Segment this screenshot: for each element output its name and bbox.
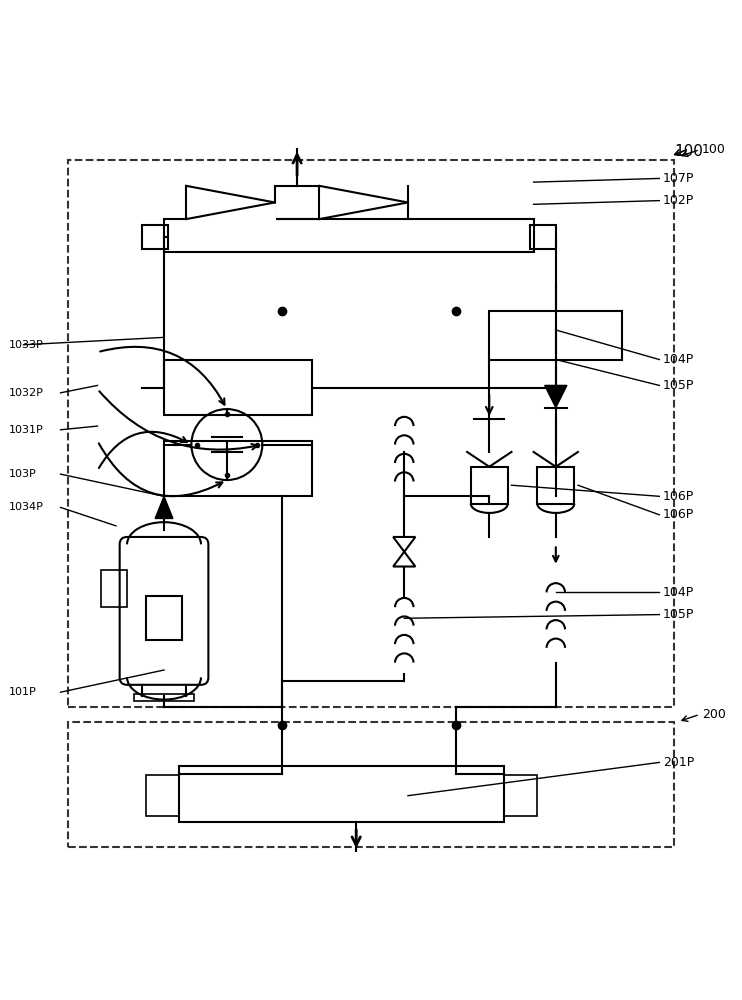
Polygon shape <box>155 496 173 518</box>
Bar <box>530 225 556 249</box>
Bar <box>145 775 179 816</box>
Bar <box>470 467 508 504</box>
Bar <box>142 225 168 249</box>
Bar <box>68 160 674 707</box>
Bar <box>504 775 537 816</box>
Text: 1034P: 1034P <box>9 502 44 512</box>
Text: 100: 100 <box>674 144 703 159</box>
Polygon shape <box>545 385 567 408</box>
Bar <box>164 441 312 496</box>
Text: 106P: 106P <box>663 490 695 503</box>
Text: 106P: 106P <box>663 508 695 521</box>
Bar <box>164 219 533 252</box>
Text: 1031P: 1031P <box>9 425 44 435</box>
Bar <box>101 570 127 607</box>
Text: 102P: 102P <box>663 194 695 207</box>
Polygon shape <box>393 552 416 567</box>
Polygon shape <box>393 537 416 552</box>
Text: 105P: 105P <box>663 608 695 621</box>
Bar <box>489 311 623 360</box>
Bar <box>134 694 194 701</box>
Text: 100: 100 <box>702 143 726 156</box>
Bar <box>145 596 183 640</box>
Text: 200: 200 <box>702 708 726 721</box>
Text: 105P: 105P <box>663 379 695 392</box>
Text: 107P: 107P <box>663 172 695 185</box>
Bar <box>164 360 312 415</box>
Text: 104P: 104P <box>663 353 695 366</box>
Text: 201P: 201P <box>663 756 695 769</box>
Bar <box>179 766 504 822</box>
Text: 1032P: 1032P <box>9 388 44 398</box>
Bar <box>275 186 319 219</box>
Text: 104P: 104P <box>663 586 695 599</box>
Text: 103P: 103P <box>9 469 36 479</box>
Bar <box>537 467 574 504</box>
Text: 1033P: 1033P <box>9 340 44 350</box>
Bar <box>68 722 674 847</box>
Text: 101P: 101P <box>9 687 36 697</box>
